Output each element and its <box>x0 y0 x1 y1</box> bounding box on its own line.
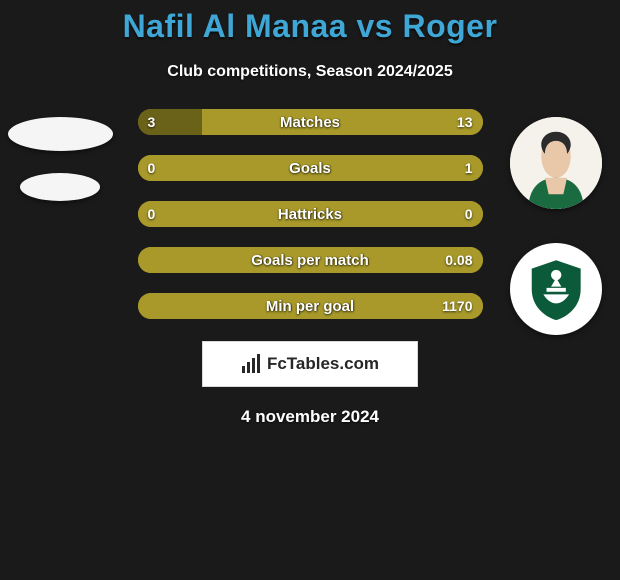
stat-right-fill <box>138 155 483 181</box>
stat-bars: 313Matches 01Goals 00Hattricks 0.08Goals pe… <box>138 109 483 319</box>
player1-avatar-placeholder <box>8 117 113 151</box>
page-subtitle: Club competitions, Season 2024/2025 <box>0 63 620 81</box>
stat-row: 313Matches <box>138 109 483 135</box>
date-line: 4 november 2024 <box>0 407 620 427</box>
player1-crest-placeholder <box>20 173 100 201</box>
player2-avatar <box>510 117 602 209</box>
stat-row: 01Goals <box>138 155 483 181</box>
site-badge[interactable]: FcTables.com <box>202 341 418 387</box>
stat-right-fill <box>138 247 483 273</box>
stats-area: 313Matches 01Goals 00Hattricks 0.08Goals pe… <box>0 109 620 319</box>
shield-icon <box>524 257 588 321</box>
left-avatars <box>8 117 113 201</box>
stat-row: 1170Min per goal <box>138 293 483 319</box>
person-icon <box>510 117 602 209</box>
stat-row: 00Hattricks <box>138 201 483 227</box>
stat-right-fill <box>202 109 482 135</box>
page-title: Nafil Al Manaa vs Roger <box>0 8 620 45</box>
right-avatars <box>510 117 602 335</box>
chart-icon <box>241 354 261 374</box>
site-name: FcTables.com <box>267 354 379 374</box>
player2-club-crest <box>510 243 602 335</box>
stat-row: 0.08Goals per match <box>138 247 483 273</box>
stat-right-fill <box>138 293 483 319</box>
header: Nafil Al Manaa vs Roger Club competition… <box>0 0 620 81</box>
stat-right-fill <box>310 201 483 227</box>
stat-left-fill <box>138 109 203 135</box>
stat-left-fill <box>138 201 311 227</box>
